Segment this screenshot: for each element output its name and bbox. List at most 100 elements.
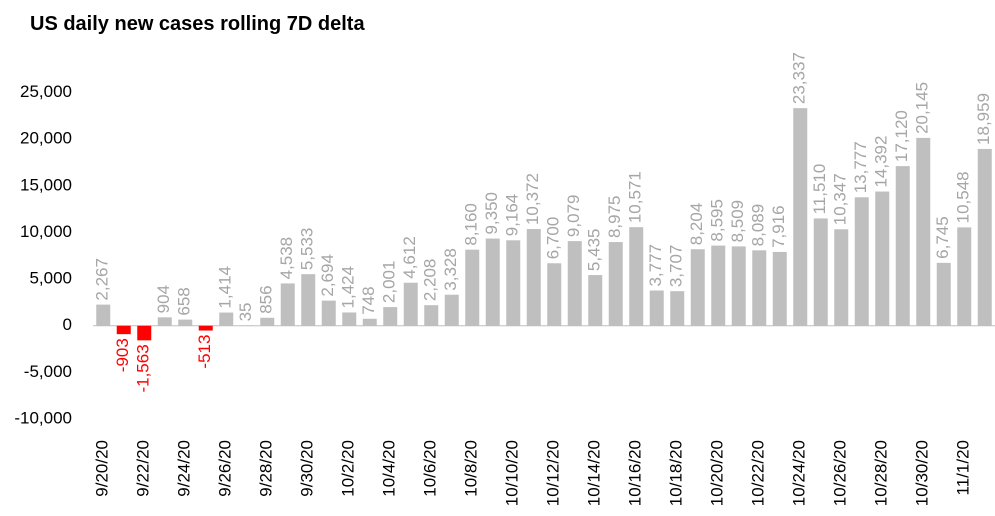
bar	[403, 282, 418, 326]
y-tick-label: -5,000	[24, 362, 72, 381]
x-tick-label: 10/30/20	[913, 440, 932, 506]
value-label: 5,435	[585, 229, 604, 272]
bar	[629, 227, 644, 326]
bar	[834, 229, 849, 326]
bar	[321, 300, 336, 326]
bar	[465, 249, 480, 326]
value-label: 2,694	[318, 254, 337, 297]
y-tick-label: 20,000	[20, 129, 72, 148]
bar	[444, 294, 459, 326]
value-label: 4,538	[277, 237, 296, 280]
y-tick-label: 25,000	[20, 82, 72, 101]
value-label: -903	[113, 338, 132, 372]
value-label: 10,347	[831, 173, 850, 225]
x-tick-label: 10/6/20	[421, 440, 440, 497]
value-label: 3,328	[441, 248, 460, 291]
bar	[977, 148, 992, 326]
x-tick-label: 10/22/20	[749, 440, 768, 506]
x-tick-label: 10/24/20	[790, 440, 809, 506]
x-tick-label: 9/28/20	[257, 440, 276, 497]
bar	[342, 312, 357, 326]
x-tick-label: 10/2/20	[339, 440, 358, 497]
x-tick-label: 10/4/20	[380, 440, 399, 497]
value-label: 2,208	[421, 259, 440, 302]
y-tick-label: 5,000	[29, 269, 72, 288]
bar	[96, 304, 111, 326]
bar	[219, 312, 234, 326]
value-label: 2,001	[380, 261, 399, 304]
value-label: 23,337	[790, 52, 809, 104]
x-tick-label: 10/8/20	[462, 440, 481, 497]
value-label: 8,160	[462, 203, 481, 246]
x-tick-label: 10/28/20	[872, 440, 891, 506]
x-tick-label: 10/12/20	[544, 440, 563, 506]
bar	[588, 275, 603, 326]
x-tick-label: 10/20/20	[708, 440, 727, 506]
value-label: 7,916	[769, 205, 788, 248]
bar	[280, 283, 295, 326]
value-label: 8,975	[605, 196, 624, 239]
bar	[813, 218, 828, 326]
value-label: 1,414	[216, 266, 235, 309]
value-label: 8,089	[749, 204, 768, 247]
x-tick-label: 10/16/20	[626, 440, 645, 506]
value-label: 10,571	[626, 171, 645, 223]
x-tick-label: 9/26/20	[216, 440, 235, 497]
value-label: 9,079	[564, 195, 583, 238]
bar	[731, 246, 746, 326]
chart-title: US daily new cases rolling 7D delta	[30, 13, 365, 35]
bar	[957, 227, 972, 326]
value-label: -1,563	[134, 344, 153, 392]
value-label: 11,510	[810, 164, 829, 215]
value-label: 35	[236, 303, 255, 322]
bar	[526, 229, 541, 326]
bar	[260, 317, 275, 326]
x-tick-label: 9/30/20	[298, 440, 317, 497]
value-label: 18,959	[974, 93, 993, 145]
value-label: 8,204	[687, 203, 706, 246]
x-tick-label: 11/1/20	[954, 440, 973, 495]
value-label: 4,612	[400, 236, 419, 279]
bar	[157, 317, 172, 326]
value-label: 9,164	[503, 194, 522, 237]
bar	[137, 325, 152, 341]
bar	[198, 325, 213, 331]
bar	[649, 290, 664, 326]
x-tick-label: 10/18/20	[667, 440, 686, 506]
bar	[424, 305, 439, 326]
value-label: 658	[175, 287, 194, 315]
bar	[875, 191, 890, 326]
bar	[793, 108, 808, 326]
bar	[506, 240, 521, 326]
bar	[301, 274, 316, 326]
x-tick-label: 10/14/20	[585, 440, 604, 506]
x-tick-label: 10/26/20	[831, 440, 850, 506]
y-tick-label: -10,000	[14, 408, 72, 427]
value-label: 5,533	[298, 228, 317, 271]
bar	[752, 250, 767, 326]
bar	[608, 242, 623, 326]
value-label: 1,424	[339, 266, 358, 309]
value-label: 3,777	[646, 244, 665, 287]
value-label: 8,509	[728, 200, 747, 243]
value-label: 20,145	[913, 82, 932, 134]
bar	[567, 241, 582, 326]
value-label: 10,372	[523, 173, 542, 225]
value-label: 17,120	[892, 110, 911, 162]
bar	[670, 291, 685, 326]
value-label: 6,700	[544, 217, 563, 260]
value-label: 10,548	[954, 171, 973, 223]
bar	[178, 319, 193, 326]
y-tick-label: 0	[63, 315, 72, 334]
bar	[936, 262, 951, 326]
bar	[772, 251, 787, 326]
x-tick-label: 9/20/20	[93, 440, 112, 497]
bar	[116, 325, 131, 335]
value-label: 13,777	[851, 141, 870, 193]
x-tick-label: 9/24/20	[175, 440, 194, 497]
value-label: 8,595	[708, 199, 727, 242]
value-label: 9,350	[482, 192, 501, 235]
bar	[690, 249, 705, 326]
value-label: 3,707	[667, 245, 686, 288]
